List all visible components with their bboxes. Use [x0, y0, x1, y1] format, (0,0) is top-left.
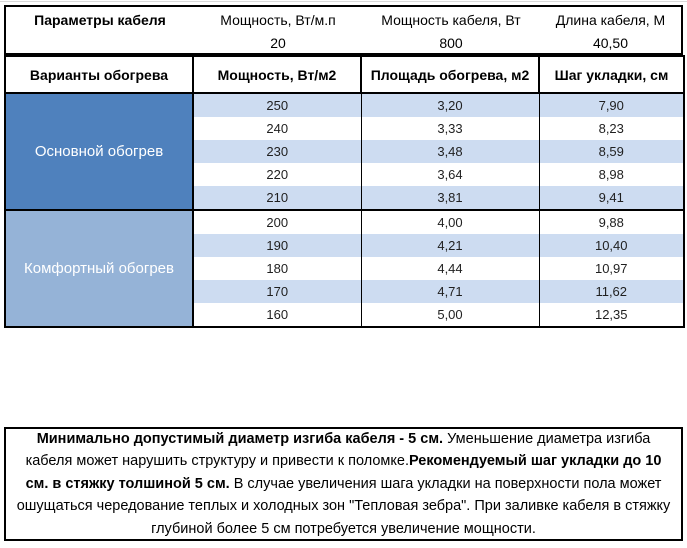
- table-cell: 190: [192, 234, 362, 257]
- table-cell: 200: [192, 209, 362, 234]
- heating-options-table: Варианты обогрева Мощность, Вт/м2 Площадь …: [4, 55, 685, 328]
- note-segment-2: Рекомендуемый шаг укладки до 10 см. в ст…: [25, 453, 662, 492]
- column-header-2: Площадь обогрева, м2: [360, 55, 540, 94]
- table-row: 190 4,21 10,40: [5, 234, 685, 257]
- table-cell: 4,44: [360, 257, 540, 280]
- param-value-0: 20: [270, 34, 286, 51]
- table-row: 220 3,64 8,98: [5, 163, 685, 186]
- note-segment-0: Минимально допустимый диаметр изгиба каб…: [36, 430, 444, 447]
- table-row: 240 3,33 8,23: [5, 117, 685, 140]
- header-row: Варианты обогрева Мощность, Вт/м2 Площадь …: [4, 55, 685, 94]
- table-cell: 9,41: [538, 186, 685, 210]
- table-cell: 210: [192, 186, 362, 210]
- table-cell: 180: [192, 257, 362, 280]
- table-cell: 3,20: [360, 93, 540, 117]
- table-cell: 250: [192, 93, 362, 117]
- table-row: Комфортный обогрев 200 4,00 9,88: [4, 209, 685, 327]
- column-header-0: Варианты обогрева: [4, 55, 194, 94]
- table-cell: 3,64: [360, 163, 540, 186]
- table-cell: 4,71: [360, 280, 540, 303]
- param-value-1: 800: [439, 34, 463, 51]
- note-segment-3: В случае увеличения шага укладки на пове…: [16, 475, 671, 537]
- group-label: Основной обогрев: [4, 93, 194, 210]
- heating-table-body: Основной обогрев 250 3,20 7,90 240 3,33 8,23 23…: [4, 93, 685, 327]
- cable-params-title: Параметры кабеля: [34, 11, 166, 28]
- table-cell: 160: [192, 303, 362, 327]
- table-cell: 170: [192, 280, 362, 303]
- table-cell: 8,23: [538, 117, 685, 140]
- table-cell: 7,90: [538, 93, 685, 117]
- table-cell: 3,81: [360, 186, 540, 210]
- top-gridline: [0, 1, 687, 2]
- table-cell: 5,00: [360, 303, 540, 327]
- table-cell: 10,40: [538, 234, 685, 257]
- param-name-2: Длина кабеля, М: [555, 11, 666, 28]
- param-value-2: 40,50: [592, 34, 629, 51]
- table-cell: 3,33: [360, 117, 540, 140]
- cable-params-table: Параметры кабеля Мощность, Вт/м.п Мощност…: [4, 5, 683, 55]
- table-cell: 11,62: [538, 280, 685, 303]
- heating-table-header: Варианты обогрева Мощность, Вт/м2 Площадь …: [4, 55, 685, 94]
- table-cell: 230: [192, 140, 362, 163]
- table-row: 210 3,81 9,41: [5, 186, 685, 210]
- table-cell: 220: [192, 163, 362, 186]
- param-name-0: Мощность, Вт/м.п: [220, 11, 336, 28]
- column-header-1: Мощность, Вт/м2: [192, 55, 362, 94]
- table-row: 180 4,44 10,97: [5, 257, 685, 280]
- group-label: Комфортный обогрев: [4, 209, 194, 327]
- table-cell: 8,98: [538, 163, 685, 186]
- param-empty-cell: [6, 32, 194, 53]
- table-cell: 12,35: [538, 303, 685, 327]
- table-cell: 10,97: [538, 257, 685, 280]
- table-row: 230 3,48 8,59: [5, 140, 685, 163]
- table-cell: 8,59: [538, 140, 685, 163]
- note-segment-1: Уменьшение диаметра изгиба кабеля может …: [25, 430, 651, 470]
- table-row: 160 5,00 12,35: [5, 303, 685, 327]
- param-name-1: Мощность кабеля, Вт: [381, 11, 521, 28]
- note-box: Минимально допустимый диаметр изгиба каб…: [4, 427, 683, 541]
- table-row: Основной обогрев 250 3,20 7,90: [4, 93, 685, 210]
- column-header-3: Шаг укладки, см: [538, 55, 685, 94]
- table-cell: 9,88: [538, 209, 685, 234]
- table-cell: 4,21: [360, 234, 540, 257]
- table-row: 170 4,71 11,62: [5, 280, 685, 303]
- table-cell: 4,00: [360, 209, 540, 234]
- note-text: Минимально допустимый диаметр изгиба каб…: [6, 426, 681, 542]
- table-cell: 240: [192, 117, 362, 140]
- table-cell: 3,48: [360, 140, 540, 163]
